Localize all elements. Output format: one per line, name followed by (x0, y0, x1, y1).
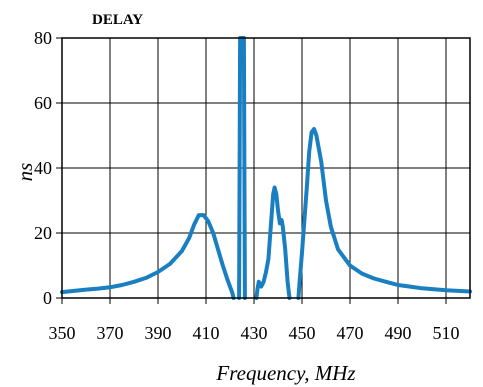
vertical-gridlines (61, 38, 447, 304)
x-tick-label: 350 (49, 323, 76, 343)
y-tick-labels: 0 20 40 60 80 (34, 28, 52, 308)
x-tick-label: 450 (289, 323, 316, 343)
x-tick-label: 470 (337, 323, 364, 343)
y-tick-label: 40 (34, 158, 52, 178)
horizontal-gridlines (56, 37, 470, 299)
y-tick-label: 0 (43, 288, 52, 308)
plot-frame (61, 37, 471, 299)
x-tick-label: 410 (193, 323, 220, 343)
x-tick-label: 430 (241, 323, 268, 343)
y-tick-label: 60 (34, 93, 52, 113)
y-axis-label: ns (13, 163, 37, 182)
x-tick-label: 490 (385, 323, 412, 343)
delay-line-segment (254, 185, 292, 300)
y-tick-label: 20 (34, 223, 52, 243)
delay-line-segment (60, 213, 236, 300)
chart-title: DELAY (92, 12, 143, 28)
delay-line-segment (296, 127, 472, 300)
y-tick-label: 80 (34, 28, 52, 48)
x-tick-labels: 350 370 390 410 430 450 470 490 510 (49, 323, 460, 343)
x-tick-label: 370 (97, 323, 124, 343)
x-tick-label: 390 (145, 323, 172, 343)
x-tick-label: 510 (433, 323, 460, 343)
x-axis-label: Frequency, MHz (215, 361, 355, 385)
